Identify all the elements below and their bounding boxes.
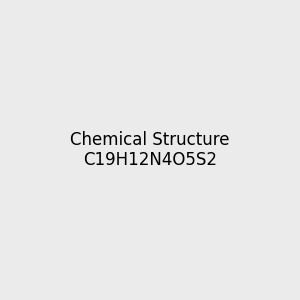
Text: Chemical Structure
C19H12N4O5S2: Chemical Structure C19H12N4O5S2 xyxy=(70,130,230,170)
